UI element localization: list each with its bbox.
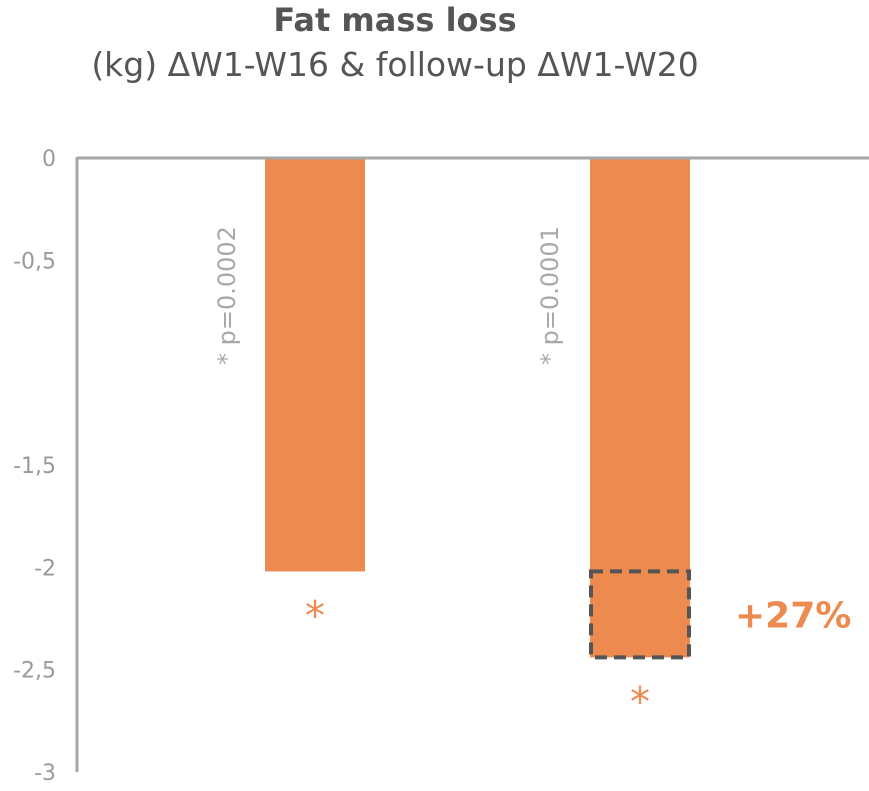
significance-marker: *	[305, 593, 325, 639]
bar	[590, 158, 690, 658]
annotations: * p=0.0002 * p=0.0001 * * +27%	[213, 226, 851, 725]
p-value-label: * p=0.0001	[536, 226, 564, 365]
bars	[265, 158, 690, 658]
significance-marker: *	[630, 679, 650, 725]
bar	[265, 158, 365, 572]
increase-label: +27%	[735, 595, 851, 636]
chart-subtitle: (kg) ΔW1-W16 & follow-up ΔW1-W20	[91, 45, 699, 84]
p-value-label: * p=0.0002	[213, 226, 241, 365]
y-tick-label: -0,5	[13, 249, 56, 274]
axes	[75, 156, 869, 772]
y-tick-label: -3	[34, 761, 56, 786]
y-tick-label: -2,5	[13, 659, 56, 684]
increase-box	[589, 569, 691, 660]
chart-title: Fat mass loss	[273, 1, 517, 39]
y-tick-label: -2	[34, 556, 56, 581]
y-axis-ticks: 0 -0,5 -1,5 -2 -2,5 -3	[13, 147, 56, 786]
y-tick-label: -1,5	[13, 454, 56, 479]
y-tick-label: 0	[42, 147, 56, 172]
